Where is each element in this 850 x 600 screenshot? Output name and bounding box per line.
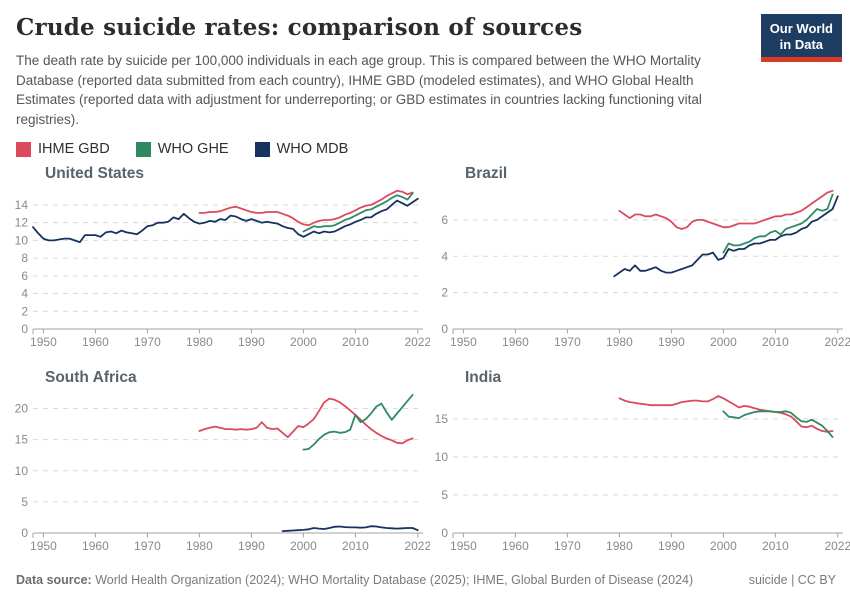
y-tick-label: 2	[441, 286, 448, 300]
legend-swatch-who-ghe	[135, 141, 151, 157]
x-tick-label: 1950	[450, 539, 477, 553]
x-tick-label: 2010	[762, 539, 789, 553]
y-tick-label: 10	[15, 234, 29, 248]
y-tick-label: 15	[15, 433, 29, 447]
x-tick-label: 2022	[404, 335, 430, 349]
x-tick-label: 2010	[342, 539, 369, 553]
facet-title-india: India	[465, 369, 502, 387]
series-line-ihme-gbd	[198, 397, 414, 445]
x-tick-label: 1990	[238, 335, 265, 349]
y-tick-label: 2	[21, 305, 28, 319]
x-tick-label: 2022	[824, 539, 850, 553]
chart-footer: Data source: World Health Organization (…	[16, 573, 836, 587]
owid-logo-line2: in Data	[779, 36, 824, 52]
y-tick-label: 5	[21, 495, 28, 509]
series-line-who-mdb	[32, 198, 419, 244]
y-tick-label: 4	[21, 287, 28, 301]
legend-label: WHO GHE	[157, 141, 229, 158]
facet-united-states: United States 0 2 4 6 8 10 12 14 1950 1960 1970 1980…	[10, 163, 430, 359]
y-tick-label: 5	[441, 488, 448, 502]
y-tick-label: 6	[21, 269, 28, 283]
series-line-who-ghe	[302, 394, 414, 451]
x-tick-label: 1970	[134, 335, 161, 349]
facet-brazil: Brazil 0 2 4 6 1950 1960 1970 1980 1990 2000 2010 20…	[430, 163, 850, 359]
y-tick-label: 15	[435, 412, 449, 426]
y-tick-label: 0	[441, 322, 448, 336]
x-tick-label: 2000	[710, 335, 737, 349]
series-line-ihme-gbd	[618, 395, 834, 433]
y-tick-label: 0	[441, 526, 448, 540]
series-line-ihme-gbd	[618, 190, 834, 231]
data-source-note: Data source: World Health Organization (…	[16, 573, 693, 587]
y-tick-label: 20	[15, 402, 29, 416]
legend-swatch-ihme-gbd	[16, 141, 31, 157]
x-tick-label: 1960	[82, 335, 109, 349]
legend-item-who-mdb: WHO MDB	[254, 141, 349, 158]
y-tick-label: 10	[435, 450, 449, 464]
x-tick-label: 2022	[824, 335, 850, 349]
facet-title-south-africa: South Africa	[45, 369, 137, 387]
x-tick-label: 1980	[186, 335, 213, 349]
chart-subtitle: The death rate by suicide per 100,000 in…	[16, 53, 702, 127]
x-tick-label: 1980	[186, 539, 213, 553]
y-tick-label: 0	[21, 322, 28, 336]
legend-label: IHME GBD	[38, 141, 110, 158]
data-source-label: Data source:	[16, 573, 92, 587]
series-line-who-ghe	[302, 192, 414, 233]
x-tick-label: 1950	[30, 539, 57, 553]
y-tick-label: 8	[21, 251, 28, 265]
chart-header: Crude suicide rates: comparison of sourc…	[10, 14, 850, 129]
y-tick-label: 12	[15, 216, 29, 230]
data-source-text: World Health Organization (2024); WHO Mo…	[91, 573, 694, 587]
legend: IHME GBD WHO GHE WHO MDB	[10, 139, 850, 159]
legend-item-ihme-gbd: IHME GBD	[16, 141, 110, 157]
legend-swatch-who-mdb	[254, 141, 270, 157]
owid-logo[interactable]: Our World in Data	[760, 14, 842, 63]
x-tick-label: 2010	[762, 335, 789, 349]
legend-label: WHO MDB	[276, 141, 349, 158]
y-tick-label: 10	[15, 464, 29, 478]
x-tick-label: 2000	[290, 539, 317, 553]
facet-title-united-states: United States	[45, 165, 145, 183]
facet-india: India 0 5 10 15 1950 1960 1970 1980 1990 2000 2010 2…	[430, 367, 850, 563]
series-line-who-ghe	[722, 193, 834, 254]
series-line-who-mdb	[613, 195, 839, 278]
x-tick-label: 1960	[502, 335, 529, 349]
facet-south-africa: South Africa 0 5 10 15 20 1950 1960 1970 1980 1990…	[10, 367, 430, 563]
x-tick-label: 1960	[82, 539, 109, 553]
y-tick-label: 4	[441, 250, 448, 264]
chart-india: 0 5 10 15 1950 1960 1970 1980 1990 2000 2010 2022	[435, 395, 850, 553]
x-tick-label: 1980	[606, 539, 633, 553]
chart-united-states: 0 2 4 6 8 10 12 14 1950 1960 1970 1980 1990 2000 2010 2…	[15, 190, 430, 349]
x-tick-label: 1950	[30, 335, 57, 349]
small-multiples-grid: United States 0 2 4 6 8 10 12 14 1950 1960 1970 1980…	[10, 163, 850, 563]
x-tick-label: 2022	[404, 539, 430, 553]
x-tick-label: 1980	[606, 335, 633, 349]
chart-south-africa: 0 5 10 15 20 1950 1960 1970 1980 1990 2000 2010 2022	[15, 394, 430, 553]
facet-title-brazil: Brazil	[465, 165, 508, 183]
x-tick-label: 1990	[658, 335, 685, 349]
series-line-who-mdb	[281, 525, 419, 533]
x-tick-label: 1990	[658, 539, 685, 553]
x-tick-label: 2000	[710, 539, 737, 553]
series-line-ihme-gbd	[198, 190, 414, 227]
x-tick-label: 1970	[554, 539, 581, 553]
y-tick-label: 0	[21, 526, 28, 540]
x-tick-label: 1960	[502, 539, 529, 553]
x-tick-label: 2010	[342, 335, 369, 349]
x-tick-label: 1970	[554, 335, 581, 349]
x-tick-label: 1950	[450, 335, 477, 349]
page-title: Crude suicide rates: comparison of sourc…	[16, 14, 583, 41]
owid-logo-line1: Our World	[769, 21, 833, 36]
x-tick-label: 1990	[238, 539, 265, 553]
legend-item-who-ghe: WHO GHE	[135, 141, 229, 158]
y-tick-label: 6	[441, 213, 448, 227]
license-link[interactable]: suicide | CC BY	[748, 573, 836, 587]
x-tick-label: 1970	[134, 539, 161, 553]
x-tick-label: 2000	[290, 335, 317, 349]
chart-brazil: 0 2 4 6 1950 1960 1970 1980 1990 2000 2010 2022	[441, 190, 850, 349]
series-line-who-ghe	[722, 410, 834, 439]
y-tick-label: 14	[15, 198, 29, 212]
